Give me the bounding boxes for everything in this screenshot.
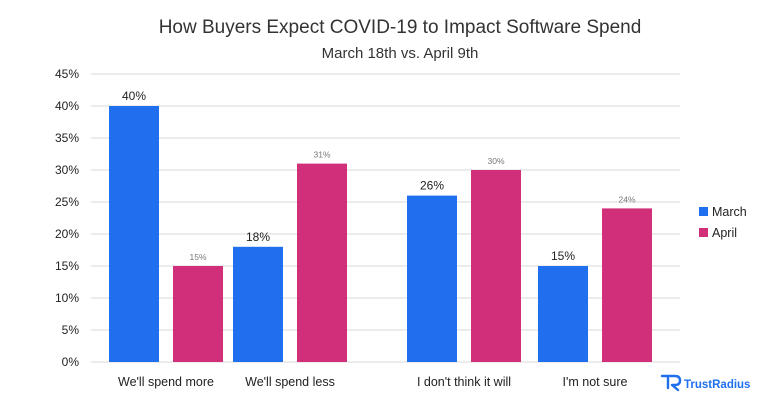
bars	[109, 106, 652, 362]
bar-march	[407, 195, 457, 362]
x-axis-ticks: We'll spend more We'll spend less I don't …	[118, 375, 627, 389]
x-tick-label: We'll spend less	[245, 375, 335, 389]
legend: March April	[699, 205, 747, 240]
y-tick-label: 30%	[55, 163, 79, 177]
legend-label-april: April	[712, 226, 737, 240]
bar-april	[173, 266, 223, 362]
bar-april	[471, 170, 521, 362]
trustradius-logo-icon	[660, 374, 682, 392]
y-tick-label: 45%	[55, 67, 79, 81]
y-tick-label: 35%	[55, 131, 79, 145]
data-label-april: 31%	[313, 150, 330, 160]
y-tick-label: 15%	[55, 259, 79, 273]
y-tick-label: 20%	[55, 227, 79, 241]
bar-march	[109, 106, 159, 362]
data-label-march: 40%	[122, 89, 146, 103]
data-label-march: 18%	[246, 230, 270, 244]
chart-title: How Buyers Expect COVID-19 to Impact Sof…	[159, 17, 642, 38]
data-label-march: 26%	[420, 179, 444, 193]
trustradius-logo-text: TrustRadius	[684, 379, 750, 391]
x-tick-label: I don't think it will	[417, 375, 511, 389]
x-tick-label: We'll spend more	[118, 375, 214, 389]
legend-swatch-april	[699, 228, 708, 237]
trustradius-logo: TrustRadius	[660, 374, 750, 392]
bar-march	[538, 266, 588, 362]
y-tick-label: 25%	[55, 195, 79, 209]
bar-march	[233, 246, 283, 362]
y-tick-label: 5%	[62, 323, 80, 337]
x-tick-label: I'm not sure	[563, 375, 628, 389]
chart-subtitle: March 18th vs. April 9th	[322, 45, 479, 62]
data-label-april: 15%	[189, 252, 206, 262]
legend-label-march: March	[712, 205, 747, 219]
bar-april	[602, 208, 652, 362]
bar-april	[297, 163, 347, 362]
y-tick-label: 0%	[62, 355, 80, 369]
data-label-march: 15%	[551, 249, 575, 263]
data-label-april: 24%	[618, 194, 635, 204]
data-label-april: 30%	[487, 156, 504, 166]
data-labels: 40% 15% 18% 31% 26% 30% 15% 24%	[122, 89, 636, 263]
y-tick-label: 10%	[55, 291, 79, 305]
y-axis-ticks: 0% 5% 10% 15% 20% 25% 30% 35% 40% 45%	[55, 67, 79, 369]
legend-swatch-march	[699, 207, 708, 216]
y-tick-label: 40%	[55, 99, 79, 113]
